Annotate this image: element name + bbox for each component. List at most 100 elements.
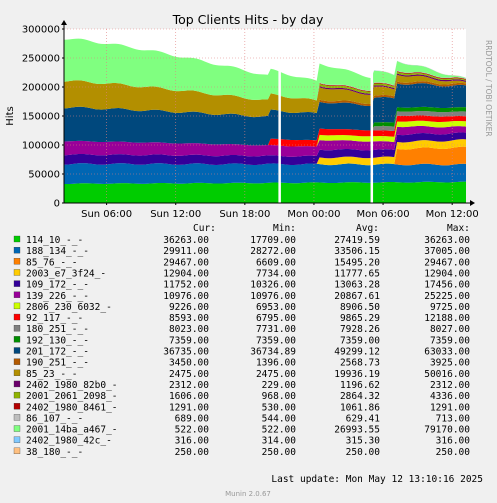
legend-max-201_172_-_-: 63033.00 xyxy=(424,347,470,358)
x-tick-label: Sun 06:00 xyxy=(81,209,132,220)
series-area-85_76_-_- xyxy=(64,146,466,166)
legend-name-188_134_-_-: 188_134_-_- xyxy=(26,246,89,257)
legend-swatch-139_226_-_- xyxy=(13,291,21,298)
y-tick-label: 150000 xyxy=(22,112,60,123)
legend-swatch-86_107_-_- xyxy=(13,414,21,421)
legend-swatch-192_130_-_- xyxy=(13,336,21,343)
legend-avg-2001_2061_2098_-: 2864.32 xyxy=(340,391,380,402)
legend-min-85_23_-_-: 2475.00 xyxy=(256,369,296,380)
legend-avg-109_172_-_-: 13063.28 xyxy=(334,280,380,291)
legend-name-2001_14ba_a467_-: 2001_14ba_a467_- xyxy=(26,425,118,436)
series-area-92_117_-_- xyxy=(64,115,466,147)
legend-min-114_10_-_-: 17709.00 xyxy=(250,235,296,246)
legend-header-min: Min: xyxy=(273,223,296,234)
legend: Cur: Min: Avg: Max: 114_10_-_- 36263.00 17… xyxy=(13,223,471,458)
legend-avg-188_134_-_-: 33506.15 xyxy=(334,246,380,257)
legend-avg-2806_230_6032_-: 8906.50 xyxy=(340,302,380,313)
legend-min-188_134_-_-: 28272.00 xyxy=(250,246,296,257)
legend-name-2402_1980_8461_-: 2402_1980_8461_- xyxy=(26,402,118,413)
legend-cur-2402_1980_42c_-: 316.00 xyxy=(175,436,210,447)
legend-name-190_251_-_-: 190_251_-_- xyxy=(26,358,89,369)
legend-cur-2806_230_6032_-: 9226.00 xyxy=(169,302,209,313)
legend-avg-192_130_-_-: 7359.00 xyxy=(340,335,380,346)
legend-min-2402_1980_42c_-: 314.00 xyxy=(262,436,297,447)
y-axis-arrow xyxy=(61,20,67,25)
legend-name-2003_e7_3f24_-: 2003_e7_3f24_- xyxy=(26,268,106,279)
legend-name-192_130_-_-: 192_130_-_- xyxy=(26,335,89,346)
legend-max-139_226_-_-: 25225.00 xyxy=(424,291,470,302)
legend-name-2402_1980_82b0_-: 2402_1980_82b0_- xyxy=(26,380,118,391)
data-gap xyxy=(370,59,374,203)
legend-swatch-85_23_-_- xyxy=(13,369,21,376)
legend-name-109_172_-_-: 109_172_-_- xyxy=(26,280,89,291)
legend-max-38_180_-_-: 250.00 xyxy=(436,447,471,458)
legend-min-86_107_-_-: 544.00 xyxy=(262,413,297,424)
legend-avg-2003_e7_3f24_-: 11777.65 xyxy=(334,268,380,279)
legend-max-2402_1980_8461_-: 1291.00 xyxy=(430,402,470,413)
series-area-109_172_-_- xyxy=(64,132,466,166)
legend-avg-190_251_-_-: 2568.73 xyxy=(340,358,380,369)
legend-cur-2001_14ba_a467_-: 522.00 xyxy=(175,425,210,436)
legend-min-92_117_-_-: 6795.00 xyxy=(256,313,296,324)
y-tick-labels: 0 50000 100000 150000 200000 250000 300000 xyxy=(22,25,60,210)
legend-cur-192_130_-_-: 7359.00 xyxy=(169,335,209,346)
legend-name-2001_2061_2098_-: 2001_2061_2098_- xyxy=(26,391,118,402)
legend-swatch-188_134_-_- xyxy=(13,246,21,254)
y-tick-label: 50000 xyxy=(28,170,60,181)
legend-cur-38_180_-_-: 250.00 xyxy=(175,447,210,458)
legend-avg-38_180_-_-: 250.00 xyxy=(346,447,381,458)
legend-swatch-190_251_-_- xyxy=(13,358,21,365)
legend-max-2402_1980_82b0_-: 2312.00 xyxy=(430,380,470,391)
series-area-201_172_-_- xyxy=(64,83,466,146)
legend-swatch-2402_1980_42c_- xyxy=(13,436,21,443)
legend-max-2003_e7_3f24_-: 12904.00 xyxy=(424,268,470,279)
legend-name-114_10_-_-: 114_10_-_- xyxy=(26,235,83,246)
series-area-114_10_-_- xyxy=(64,181,466,203)
legend-avg-86_107_-_-: 629.41 xyxy=(346,413,381,424)
legend-avg-180_251_-_-: 7928.26 xyxy=(340,324,380,335)
legend-swatch-114_10_-_- xyxy=(13,235,21,243)
legend-max-188_134_-_-: 37005.00 xyxy=(424,246,470,257)
rrdtool-watermark: RRDTOOL / TOBI OETIKER xyxy=(484,40,493,137)
legend-min-180_251_-_-: 7731.00 xyxy=(256,324,296,335)
grid-lines xyxy=(64,28,466,203)
legend-min-2001_14ba_a467_-: 522.00 xyxy=(262,425,297,436)
legend-max-2001_2061_2098_-: 4336.00 xyxy=(430,391,470,402)
legend-name-38_180_-_-: 38_180_-_- xyxy=(26,447,83,458)
legend-swatch-2402_1980_82b0_- xyxy=(13,380,21,388)
legend-swatch-2001_2061_2098_- xyxy=(13,391,21,399)
legend-min-38_180_-_-: 250.00 xyxy=(262,447,297,458)
axes xyxy=(61,20,475,206)
legend-max-2001_14ba_a467_-: 79170.00 xyxy=(424,425,470,436)
legend-max-85_23_-_-: 50016.00 xyxy=(424,369,470,380)
legend-name-139_226_-_-: 139_226_-_- xyxy=(26,291,89,302)
series-area-139_226_-_- xyxy=(64,125,466,157)
legend-cur-86_107_-_-: 689.00 xyxy=(175,413,210,424)
legend-avg-2402_1980_42c_-: 315.30 xyxy=(346,436,381,447)
legend-min-2402_1980_82b0_-: 229.00 xyxy=(262,380,297,391)
legend-max-2806_230_6032_-: 9725.00 xyxy=(430,302,470,313)
legend-swatch-38_180_-_- xyxy=(13,447,21,455)
legend-swatch-109_172_-_- xyxy=(13,280,21,287)
legend-min-192_130_-_-: 7359.00 xyxy=(256,335,296,346)
legend-min-201_172_-_-: 36734.89 xyxy=(250,347,296,358)
legend-swatch-180_251_-_- xyxy=(13,325,21,332)
x-tick-label: Mon 00:00 xyxy=(287,209,340,220)
legend-max-85_76_-_-: 29467.00 xyxy=(424,257,470,268)
legend-swatch-2001_14ba_a467_- xyxy=(13,425,21,432)
legend-cur-85_76_-_-: 29467.00 xyxy=(163,257,209,268)
legend-avg-85_76_-_-: 15495.20 xyxy=(334,257,380,268)
legend-max-109_172_-_-: 17456.00 xyxy=(424,280,470,291)
legend-name-86_107_-_-: 86_107_-_- xyxy=(26,413,83,424)
legend-min-109_172_-_-: 10326.00 xyxy=(250,280,296,291)
last-update: Last update: Mon May 12 13:10:16 2025 xyxy=(271,474,483,485)
x-axis-arrow xyxy=(470,200,475,206)
x-tick-label: Sun 18:00 xyxy=(219,209,270,220)
x-tick-label: Sun 12:00 xyxy=(150,209,201,220)
chart-title: Top Clients Hits - by day xyxy=(172,12,324,27)
legend-cur-2402_1980_8461_-: 1291.00 xyxy=(169,402,209,413)
legend-cur-139_226_-_-: 10976.00 xyxy=(163,291,209,302)
legend-min-2402_1980_8461_-: 530.00 xyxy=(262,402,297,413)
series-area-180_251_-_- xyxy=(64,111,466,146)
